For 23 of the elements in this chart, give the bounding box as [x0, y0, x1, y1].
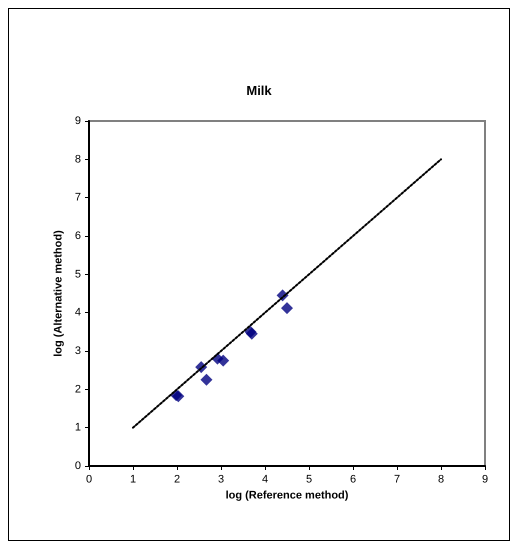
x-axis-title: log (Reference method) — [226, 490, 349, 502]
y-axis-title: log (Alternative method) — [52, 230, 64, 357]
y-tick-label: 5 — [74, 268, 81, 280]
y-tick-label: 7 — [74, 192, 81, 204]
x-tick-label: 0 — [86, 474, 92, 486]
y-tick-label: 3 — [74, 345, 81, 357]
y-tick-label: 9 — [74, 115, 81, 127]
y-tick-label: 8 — [74, 153, 81, 166]
y-tick-label: 2 — [74, 383, 81, 396]
x-tick-label: 2 — [174, 474, 180, 486]
x-tick-label: 9 — [482, 474, 488, 486]
y-tick-label: 0 — [74, 460, 81, 472]
x-tick-label: 4 — [262, 474, 268, 486]
x-tick-label: 1 — [130, 474, 136, 486]
x-tick-label: 8 — [438, 474, 444, 486]
x-tick-label: 6 — [350, 474, 356, 486]
x-tick-label: 7 — [394, 474, 400, 486]
x-tick-label: 3 — [218, 474, 224, 486]
y-tick-label: 6 — [74, 230, 81, 242]
chart-title: Milk — [246, 83, 272, 98]
y-tick-label: 4 — [74, 306, 81, 319]
x-tick-label: 5 — [306, 474, 312, 486]
y-tick-label: 1 — [74, 422, 81, 434]
